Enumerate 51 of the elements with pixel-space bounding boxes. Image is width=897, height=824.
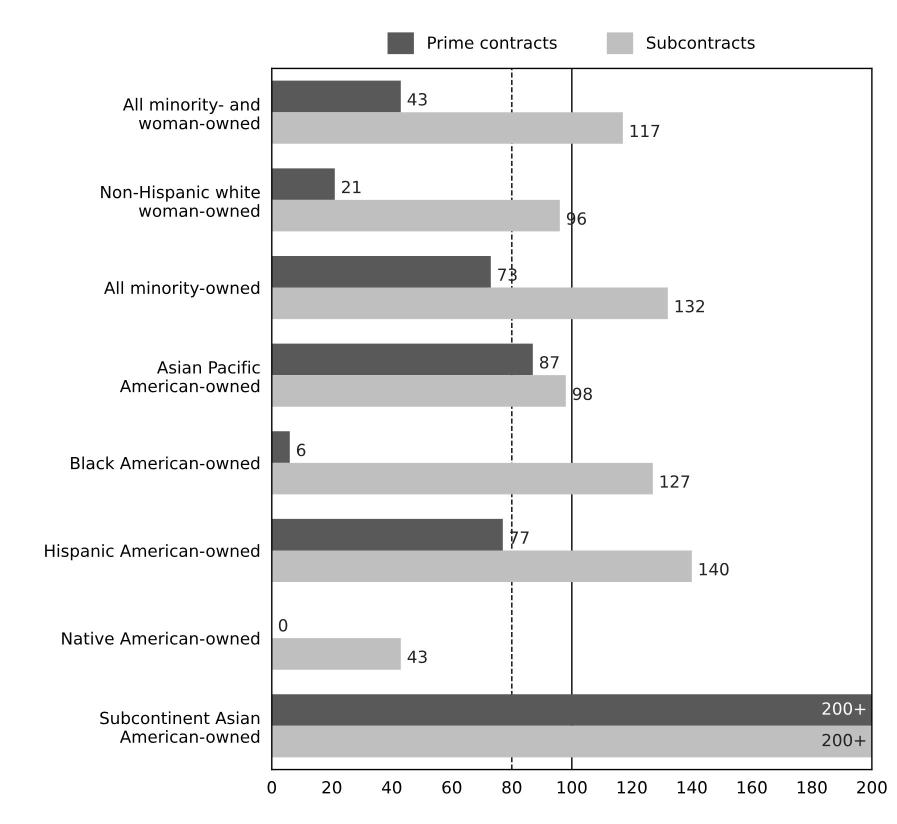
y-tick-label: Asian Pacific American-owned: [120, 360, 260, 392]
bar: [272, 638, 401, 670]
y-tick-label: All minority-owned: [104, 281, 260, 298]
x-tick-label: 160: [738, 781, 767, 794]
data-label: 132: [676, 300, 704, 313]
bar: [272, 200, 560, 232]
bar: [272, 256, 491, 288]
bar: [272, 288, 668, 320]
legend-label: Subcontracts: [646, 36, 755, 49]
y-tick-label: Black American-owned: [71, 456, 260, 470]
bar: [272, 431, 290, 463]
data-label: 43: [408, 650, 427, 664]
data-label: 77: [510, 532, 529, 544]
data-label: 200+: [822, 734, 866, 746]
bar: [272, 168, 335, 200]
data-label: 73: [498, 268, 517, 281]
x-tick-label: 0: [268, 781, 276, 794]
y-tick-label: All minority- and woman-owned: [122, 98, 260, 130]
legend-label: Prime contracts: [428, 36, 557, 49]
bar: [272, 80, 401, 112]
data-label: 200+: [822, 702, 866, 715]
y-tick-label: Non-Hispanic white woman-owned: [101, 185, 260, 218]
data-label: 21: [342, 180, 360, 194]
bar: [272, 550, 692, 582]
x-tick-label: 140: [678, 781, 707, 794]
x-tick-label: 80: [502, 781, 522, 794]
x-tick-label: 200: [857, 781, 887, 794]
data-label: 87: [540, 356, 559, 369]
data-label: 127: [660, 475, 690, 488]
y-tick-label: Native American-owned: [62, 632, 260, 645]
bar: [272, 726, 872, 758]
bar: [272, 462, 653, 494]
bar: [272, 112, 623, 144]
x-tick-label: 120: [618, 781, 647, 794]
data-label: 0: [278, 618, 288, 632]
bar: [272, 375, 566, 407]
data-label: 117: [630, 124, 660, 137]
x-tick-label: 100: [558, 781, 587, 794]
bar: [272, 344, 533, 376]
x-tick-label: 20: [322, 781, 342, 794]
data-label: 43: [408, 93, 427, 106]
y-tick-label: Subcontinent Asian American-owned: [100, 711, 260, 743]
bar: [272, 694, 872, 726]
y-tick-label: Hispanic American-owned: [45, 544, 260, 560]
data-label: 140: [700, 562, 729, 576]
x-tick-label: 40: [382, 781, 402, 794]
data-label: 98: [572, 388, 592, 400]
data-label: 6: [296, 444, 306, 456]
bar: [272, 518, 503, 550]
x-tick-label: 60: [442, 781, 462, 794]
x-tick-label: 180: [798, 781, 827, 794]
